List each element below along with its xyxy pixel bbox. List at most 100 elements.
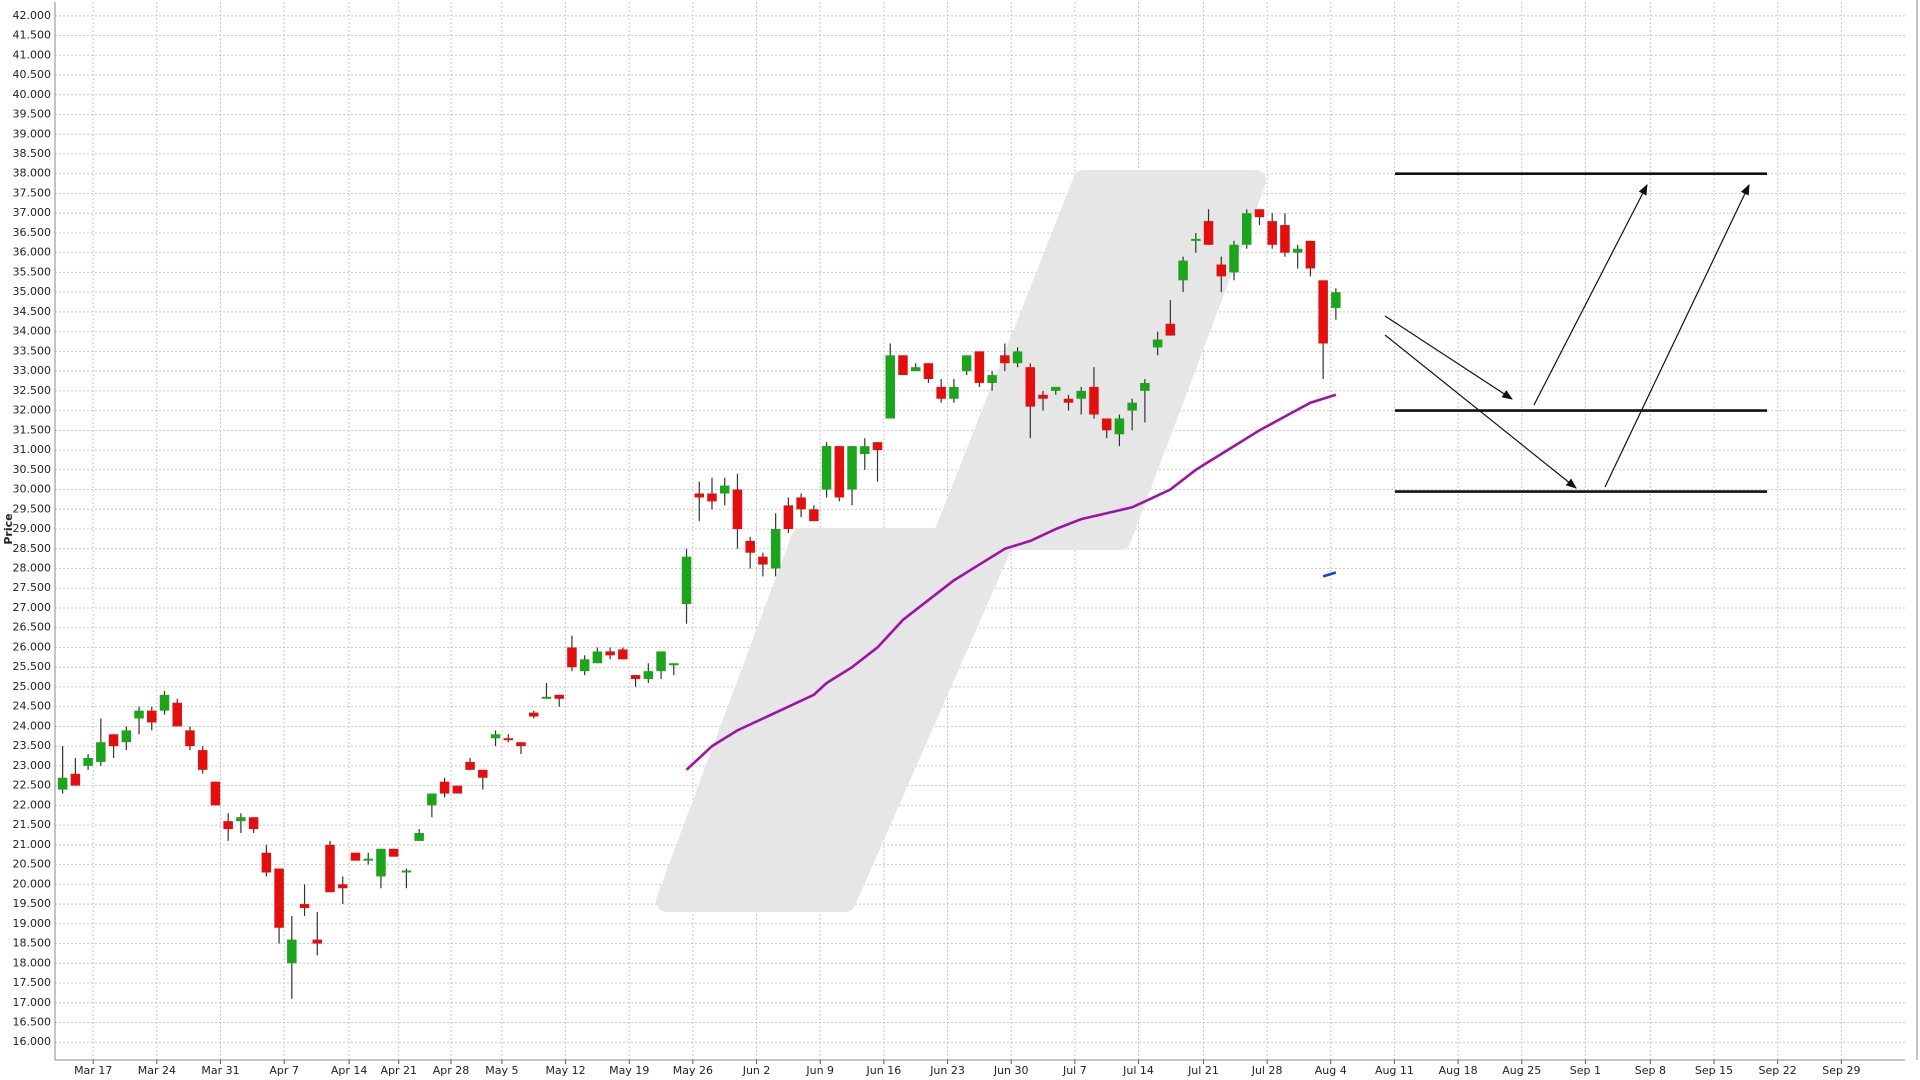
- candle-body: [478, 769, 488, 778]
- y-tick-label: 32.500: [13, 384, 52, 397]
- y-tick-label: 26.000: [13, 640, 52, 653]
- y-tick-label: 39.000: [13, 127, 52, 140]
- candle-body: [1127, 402, 1137, 411]
- candle-body: [669, 663, 679, 666]
- candle-body: [745, 540, 755, 553]
- y-tick-label: 16.500: [13, 1015, 52, 1028]
- y-tick-label: 40.000: [13, 88, 52, 101]
- y-tick-label: 18.500: [13, 937, 52, 950]
- y-tick-label: 20.000: [13, 877, 52, 890]
- candle-body: [809, 509, 819, 522]
- candle-body: [1267, 221, 1277, 245]
- x-tick-label: Sep 15: [1695, 1064, 1733, 1077]
- y-tick-label: 31.500: [13, 423, 52, 436]
- y-tick-label: 28.000: [13, 562, 52, 575]
- x-tick-label: Mar 24: [138, 1064, 176, 1077]
- candle-body: [1063, 398, 1074, 403]
- x-tick-label: Sep 29: [1822, 1064, 1860, 1077]
- candle-body: [248, 817, 259, 830]
- candle-body: [70, 773, 81, 786]
- candle-body: [770, 529, 781, 569]
- candle-body: [554, 694, 564, 699]
- candle-body: [1140, 382, 1150, 391]
- y-tick-label: 24.500: [13, 700, 52, 713]
- candle-body: [1216, 264, 1227, 277]
- x-tick-label: May 12: [545, 1064, 585, 1077]
- candle-body: [528, 712, 539, 717]
- x-tick-label: May 5: [485, 1064, 518, 1077]
- candle-body: [134, 710, 144, 719]
- candle-body: [694, 493, 705, 498]
- y-tick-label: 37.000: [13, 206, 52, 219]
- x-tick-label: Aug 11: [1375, 1064, 1414, 1077]
- y-tick-label: 30.500: [13, 463, 52, 476]
- candle-body: [758, 556, 768, 565]
- x-tick-label: May 26: [673, 1064, 713, 1077]
- candle-body: [1254, 209, 1265, 218]
- candle-body: [1229, 244, 1239, 273]
- candle-body: [923, 363, 934, 380]
- axes: 16.000 16.500 17.000 17.500 18.000 18.500 19.0…: [13, 0, 1918, 1077]
- x-tick-label: May 19: [609, 1064, 649, 1077]
- candle-body: [261, 852, 272, 873]
- candle-body: [312, 939, 323, 944]
- candle-body: [197, 750, 208, 770]
- candle-body: [185, 730, 195, 747]
- x-tick-label: Jun 16: [866, 1064, 902, 1077]
- x-tick-label: Apr 14: [331, 1064, 368, 1077]
- y-tick-label: 35.000: [13, 285, 52, 298]
- candle-body: [465, 761, 475, 770]
- x-tick-label: Jul 14: [1122, 1064, 1154, 1077]
- candle-body: [1152, 339, 1163, 348]
- x-tick-label: Jul 7: [1062, 1064, 1087, 1077]
- candle-body: [567, 647, 577, 668]
- candle-body: [885, 355, 895, 419]
- y-tick-label: 18.000: [13, 956, 52, 969]
- candle-body: [299, 904, 310, 909]
- y-tick-label: 34.000: [13, 325, 52, 338]
- arrow: [1533, 184, 1648, 406]
- candle-body: [210, 781, 221, 806]
- indicator-line: [1322, 571, 1337, 578]
- candle-body: [1012, 351, 1023, 364]
- candle-body: [898, 355, 908, 376]
- x-tick-label: Jun 9: [805, 1064, 834, 1077]
- y-tick-label: 23.500: [13, 739, 52, 752]
- candle-body: [579, 659, 590, 672]
- candle-body: [1203, 221, 1214, 245]
- x-tick-label: Apr 28: [433, 1064, 470, 1077]
- candle-body: [274, 868, 284, 928]
- candle-body: [719, 485, 730, 494]
- y-tick-label: 38.500: [13, 147, 52, 160]
- candle-body: [452, 785, 463, 794]
- candle-body: [1292, 248, 1303, 253]
- y-tick-label: 29.500: [13, 502, 52, 515]
- y-tick-label: 17.000: [13, 996, 52, 1009]
- y-tick-label: 41.000: [13, 48, 52, 61]
- candle-body: [401, 870, 412, 873]
- y-tick-label: 41.500: [13, 29, 52, 42]
- x-tick-label: Jul 21: [1187, 1064, 1219, 1077]
- candle-body: [1178, 260, 1188, 281]
- y-tick-label: 16.000: [13, 1035, 52, 1048]
- candle-body: [974, 351, 985, 383]
- x-tick-label: Jun 30: [993, 1064, 1029, 1077]
- candle-body: [96, 742, 106, 762]
- x-tick-label: Aug 18: [1439, 1064, 1478, 1077]
- candle-body: [630, 675, 641, 680]
- y-tick-label: 35.500: [13, 265, 52, 278]
- candle-body: [1318, 280, 1328, 344]
- candle-body: [834, 446, 845, 498]
- candle-body: [910, 367, 921, 372]
- candle-body: [1051, 386, 1061, 391]
- candle-body: [656, 651, 666, 672]
- x-tick-label: Mar 31: [201, 1064, 239, 1077]
- candle-body: [1089, 386, 1099, 415]
- candle-body: [1025, 367, 1036, 407]
- candle-body: [439, 781, 450, 794]
- y-tick-label: 34.500: [13, 305, 52, 318]
- x-tick-label: Apr 7: [269, 1064, 299, 1077]
- y-tick-label: 27.000: [13, 601, 52, 614]
- candle-body: [350, 852, 361, 861]
